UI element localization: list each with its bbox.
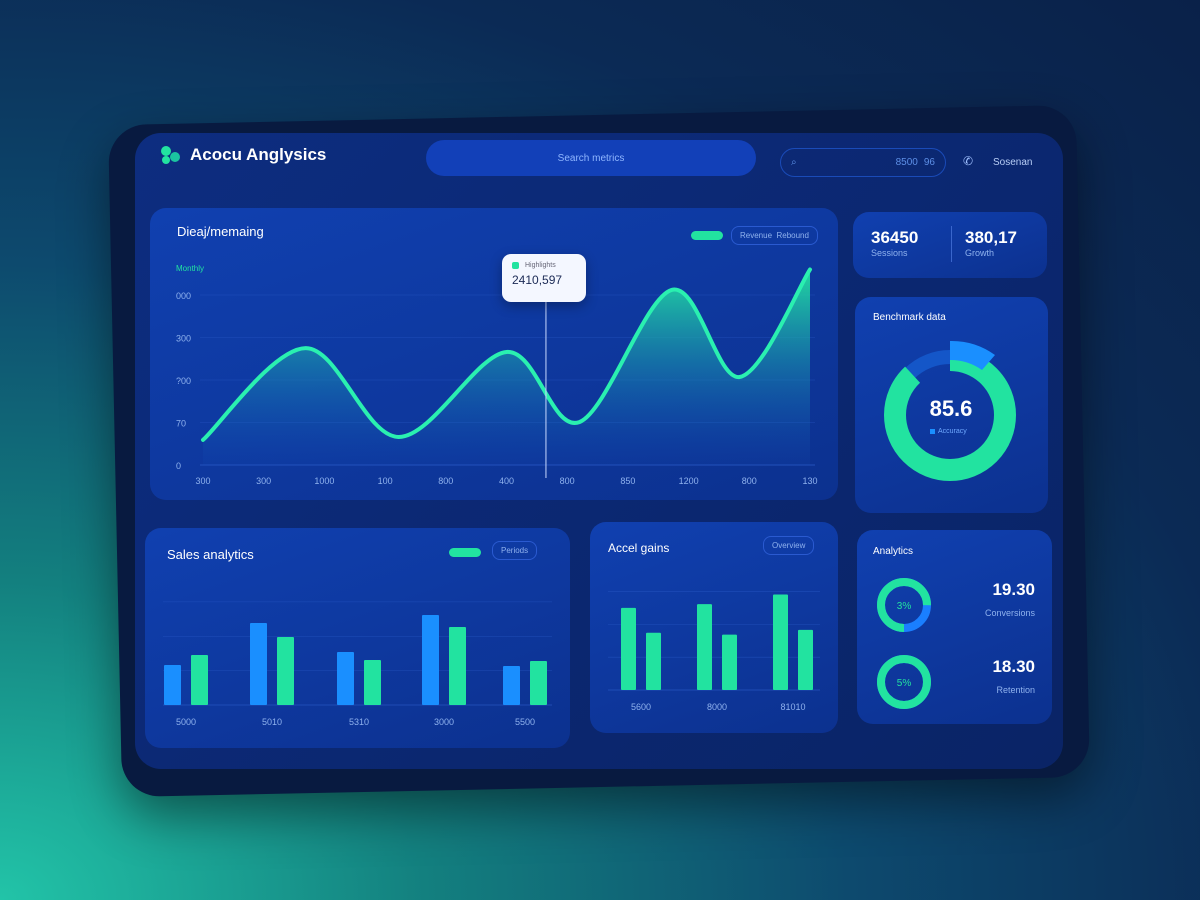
bar-blue xyxy=(337,652,354,705)
tooltip-swatch xyxy=(512,262,519,269)
bar-green-b xyxy=(722,634,737,690)
gains-title: Accel gains xyxy=(608,541,670,555)
bar-green xyxy=(449,627,466,705)
bar-blue xyxy=(503,666,520,705)
x-tick-label: 5600 xyxy=(631,702,651,712)
x-tick-label: 100 xyxy=(378,476,393,486)
x-tick-label: 800 xyxy=(742,476,757,486)
search-input[interactable]: ⌕ 8500 96 xyxy=(780,148,946,177)
x-tick-label: 800 xyxy=(560,476,575,486)
x-tick-label: 800 xyxy=(438,476,453,486)
bar-green-b xyxy=(798,629,813,690)
sales-title: Sales analytics xyxy=(167,547,254,562)
sales-periods-button[interactable]: Periods xyxy=(492,541,538,560)
analytics-value: 18.30 xyxy=(992,657,1035,676)
sales-legend-swatch xyxy=(449,548,481,557)
analytics-item: 5% 18.30 Retention xyxy=(875,655,1035,711)
x-tick-label: 400 xyxy=(499,476,514,486)
bar-green-b xyxy=(646,632,661,690)
stats-divider xyxy=(951,226,952,262)
x-tick-label: 81010 xyxy=(780,702,805,712)
gains-overview-button[interactable]: Overview xyxy=(763,536,815,555)
x-tick-label: 1200 xyxy=(679,476,699,486)
search-suffix: 96 xyxy=(923,157,935,168)
gains-bar-chart: 5600 8000 81010 xyxy=(608,591,820,712)
chart-tooltip: Highlights 2410,597 xyxy=(502,254,586,302)
user-label[interactable]: Sosenan xyxy=(993,157,1033,168)
app-logo[interactable]: Acocu Anglysics xyxy=(160,145,326,165)
donut-chart xyxy=(884,340,1016,481)
bar-blue xyxy=(422,615,439,705)
x-tick-label: 300 xyxy=(256,476,271,486)
x-tick-label: 5500 xyxy=(515,717,535,727)
bar-green-a xyxy=(697,604,712,690)
area-chart: 0 70 ?00 300 000 300 300 1000 100 800 400 800 850 120… xyxy=(176,267,818,486)
search-value: 8500 xyxy=(895,157,918,168)
bar-green-a xyxy=(773,594,788,690)
x-tick-label: 5010 xyxy=(262,717,282,727)
area-fill xyxy=(203,269,810,465)
search-pill[interactable]: Search metrics xyxy=(426,140,756,176)
analytics-value: 19.30 xyxy=(992,580,1035,599)
series-label: Monthly xyxy=(176,264,205,273)
ring-arc xyxy=(877,578,931,632)
analytics-title: Analytics xyxy=(873,546,914,557)
analytics-label: Conversions xyxy=(984,608,1035,618)
bar-green-a xyxy=(621,607,636,690)
bar-blue xyxy=(164,665,181,705)
stat-sessions: 36450 Sessions xyxy=(871,228,919,258)
stat-growth: 380,17 Growth xyxy=(965,228,1017,258)
tooltip-value: 2410,597 xyxy=(512,273,563,287)
bar-green xyxy=(277,637,294,705)
analytics-item: 3% 19.30 Conversions xyxy=(875,578,1035,634)
search-icon: ⌕ xyxy=(791,157,797,168)
sales-card xyxy=(145,528,570,748)
mini-ring-chart: 5% xyxy=(877,655,931,709)
main-chart-title: Dieaj/memaing xyxy=(177,224,264,239)
ring-label: 3% xyxy=(897,601,912,612)
donut-segment-blue xyxy=(950,340,995,370)
y-tick-label: 70 xyxy=(176,419,186,429)
x-tick-label: 130 xyxy=(802,476,817,486)
x-tick-label: 300 xyxy=(195,476,210,486)
y-tick-label: 000 xyxy=(176,291,191,301)
stats-card xyxy=(853,212,1047,278)
x-tick-label: 850 xyxy=(620,476,635,486)
y-tick-label: 300 xyxy=(176,334,191,344)
tooltip-label: Highlights xyxy=(525,262,556,269)
donut-value: 85.6 xyxy=(929,396,973,421)
phone-icon[interactable]: ✆ xyxy=(963,154,974,168)
bar-green xyxy=(530,661,547,705)
x-tick-label: 1000 xyxy=(314,476,334,486)
search-pill-text: Search metrics xyxy=(557,152,625,164)
mini-ring-chart: 3% xyxy=(877,578,931,632)
x-tick-label: 3000 xyxy=(434,717,454,727)
donut-label: Accuracy xyxy=(930,428,967,435)
y-tick-label: 0 xyxy=(176,461,181,471)
y-tick-label: ?00 xyxy=(176,376,191,386)
legend-button[interactable]: Revenue Rebound xyxy=(731,226,818,245)
analytics-label: Retention xyxy=(996,685,1035,695)
main-chart-legend: Revenue Rebound xyxy=(691,226,818,245)
sales-bar-chart: 5000 5010 5310 3000 5500 xyxy=(163,601,552,727)
bar-green xyxy=(191,655,208,705)
ring-arc xyxy=(877,655,931,709)
logo-icon xyxy=(161,146,180,164)
x-tick-label: 8000 xyxy=(707,702,727,712)
bar-blue xyxy=(250,623,267,705)
bar-green xyxy=(364,660,381,705)
donut-title: Benchmark data xyxy=(873,312,946,323)
x-tick-label: 5310 xyxy=(349,717,369,727)
x-tick-label: 5000 xyxy=(176,717,196,727)
ring-label: 5% xyxy=(897,678,912,689)
legend-swatch xyxy=(691,231,723,240)
app-title: Acocu Anglysics xyxy=(190,145,327,164)
series-line xyxy=(201,267,812,442)
